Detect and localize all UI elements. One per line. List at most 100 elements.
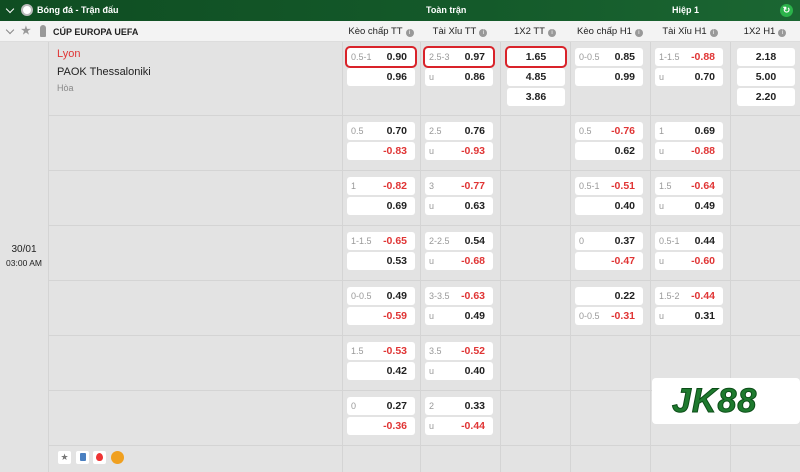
refresh-icon[interactable]: ↻ — [780, 4, 793, 17]
favorite-star-icon[interactable]: ★ — [58, 451, 71, 464]
column-header: Tài Xỉu TT i — [420, 21, 500, 42]
divider — [48, 225, 800, 226]
odds-button[interactable]: u 0.86 — [425, 68, 493, 86]
odds-button[interactable]: 0.42 — [347, 362, 415, 380]
divider — [48, 42, 49, 472]
odds-button[interactable]: 2-2.5 0.54 — [425, 232, 493, 250]
odds-button[interactable]: 0-0.5 -0.31 — [575, 307, 643, 325]
info-icon[interactable]: i — [634, 29, 643, 37]
away-team[interactable]: PAOK Thessaloniki — [57, 66, 151, 78]
odds-button[interactable]: 2.5 0.76 — [425, 122, 493, 140]
odds-value: 0.76 — [464, 125, 485, 137]
odds-value: 2.20 — [755, 91, 777, 103]
info-icon[interactable]: i — [547, 29, 556, 37]
odds-value: 0.49 — [694, 200, 715, 212]
odds-value: -0.64 — [691, 180, 715, 192]
odds-value: 0.63 — [464, 200, 485, 212]
odds-value: 5.00 — [755, 71, 777, 83]
odds-button[interactable]: 1-1.5 -0.88 — [655, 48, 723, 66]
odds-line: 0.5 — [351, 126, 364, 136]
chevron-down-icon[interactable] — [5, 25, 15, 35]
odds-button[interactable]: 2.5-3 0.97 — [423, 46, 495, 68]
odds-value: 1.65 — [525, 51, 547, 63]
odds-value: 0.99 — [614, 71, 635, 83]
chevron-down-icon[interactable] — [5, 4, 15, 14]
odds-button[interactable]: u 0.31 — [655, 307, 723, 325]
match-time: 03:00 AM — [6, 258, 42, 268]
odds-button[interactable]: 1 0.69 — [655, 122, 723, 140]
odds-line: 0 — [351, 401, 357, 411]
odds-button[interactable]: 0-0.5 0.85 — [575, 48, 643, 66]
odds-button[interactable]: 0.22 — [575, 287, 643, 305]
divider — [48, 280, 800, 281]
odds-value: 0.22 — [614, 290, 635, 302]
odds-button[interactable]: 0.5 0.70 — [347, 122, 415, 140]
odds-button[interactable]: 0.62 — [575, 142, 643, 160]
odds-button[interactable]: u -0.88 — [655, 142, 723, 160]
odds-value: -0.82 — [383, 180, 407, 192]
coin-icon[interactable] — [111, 451, 124, 464]
odds-button[interactable]: 0 0.27 — [347, 397, 415, 415]
odds-value: 0.33 — [464, 400, 485, 412]
odds-button[interactable]: 1.5 -0.53 — [347, 342, 415, 360]
odds-button[interactable]: 0.53 — [347, 252, 415, 270]
odds-value: 0.90 — [386, 51, 407, 63]
odds-button[interactable]: 4.85 — [507, 68, 565, 86]
odds-button[interactable]: 0.5 -0.76 — [575, 122, 643, 140]
odds-value: -0.76 — [611, 125, 635, 137]
odds-button[interactable]: 1.5-2 -0.44 — [655, 287, 723, 305]
odds-button[interactable]: -0.83 — [347, 142, 415, 160]
odds-button[interactable]: -0.36 — [347, 417, 415, 435]
odds-button[interactable]: 0.99 — [575, 68, 643, 86]
odds-button[interactable]: 1 -0.82 — [347, 177, 415, 195]
odds-button[interactable]: 5.00 — [737, 68, 795, 86]
odds-line: 1 — [659, 126, 665, 136]
league-header: ★ CÚP EUROPA UEFA Kèo chấp TT i Tài Xỉu TT… — [0, 21, 800, 42]
odds-button[interactable]: 0-0.5 0.49 — [347, 287, 415, 305]
info-icon[interactable]: i — [479, 29, 488, 37]
divider — [48, 445, 800, 446]
odds-button[interactable]: 0.69 — [347, 197, 415, 215]
odds-button[interactable]: u -0.60 — [655, 252, 723, 270]
odds-button[interactable]: u -0.68 — [425, 252, 493, 270]
hot-fire-icon[interactable] — [93, 451, 106, 464]
odds-button[interactable]: u 0.63 — [425, 197, 493, 215]
odds-button[interactable]: 3.86 — [507, 88, 565, 106]
column-header: Tài Xỉu H1 i — [650, 21, 730, 42]
odds-button[interactable]: 2.20 — [737, 88, 795, 106]
odds-button[interactable]: 0.40 — [575, 197, 643, 215]
odds-line: u — [659, 201, 665, 211]
odds-button[interactable]: 0.5-1 0.90 — [345, 46, 417, 68]
odds-button[interactable]: 0.96 — [347, 68, 415, 86]
odds-line: 3-3.5 — [429, 291, 450, 301]
odds-button[interactable]: 3 -0.77 — [425, 177, 493, 195]
stats-icon[interactable] — [76, 451, 89, 464]
column-label: Tài Xỉu TT — [432, 26, 477, 37]
odds-button[interactable]: 0 0.37 — [575, 232, 643, 250]
odds-value: 0.40 — [614, 200, 635, 212]
odds-button[interactable]: 0.5-1 -0.51 — [575, 177, 643, 195]
odds-button[interactable]: 2 0.33 — [425, 397, 493, 415]
odds-button[interactable]: 1-1.5 -0.65 — [347, 232, 415, 250]
odds-button[interactable]: u 0.49 — [655, 197, 723, 215]
info-icon[interactable]: i — [405, 29, 414, 37]
odds-button[interactable]: -0.47 — [575, 252, 643, 270]
star-icon[interactable]: ★ — [21, 25, 31, 37]
home-team[interactable]: Lyon — [57, 48, 81, 60]
odds-button[interactable]: 0.5-1 0.44 — [655, 232, 723, 250]
odds-button[interactable]: 1.65 — [505, 46, 567, 68]
odds-button[interactable]: 1.5 -0.64 — [655, 177, 723, 195]
info-icon[interactable]: i — [778, 29, 787, 37]
odds-button[interactable]: 3-3.5 -0.63 — [425, 287, 493, 305]
odds-button[interactable]: -0.59 — [347, 307, 415, 325]
odds-button[interactable]: 3.5 -0.52 — [425, 342, 493, 360]
odds-button[interactable]: u 0.70 — [655, 68, 723, 86]
odds-button[interactable]: u -0.93 — [425, 142, 493, 160]
odds-button[interactable]: u -0.44 — [425, 417, 493, 435]
odds-button[interactable]: u 0.40 — [425, 362, 493, 380]
odds-button[interactable]: u 0.49 — [425, 307, 493, 325]
odds-line: u — [429, 366, 435, 376]
info-icon[interactable]: i — [709, 29, 718, 37]
odds-button[interactable]: 2.18 — [737, 48, 795, 66]
odds-line: 0.5 — [579, 126, 592, 136]
